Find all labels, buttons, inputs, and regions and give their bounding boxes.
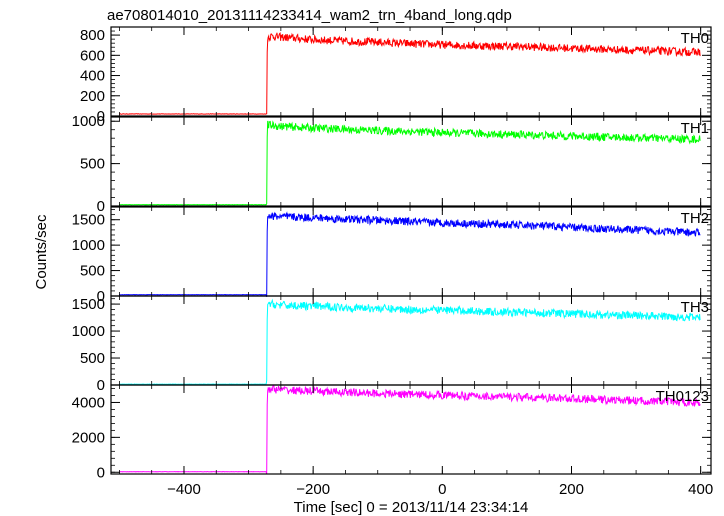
- chart-title: ae708014010_20131114233414_wam2_trn_4ban…: [107, 7, 512, 24]
- series-line-th1: [119, 120, 701, 206]
- y-tick-label: 4000: [72, 394, 105, 411]
- y-tick-label: 0: [97, 198, 105, 215]
- series-label-th1: TH1: [681, 120, 709, 137]
- panel-group: 0 200 400 600 800 TH0 0 500 1000 TH1 0 500 1000 1500 T…: [72, 26, 713, 498]
- panel-th3: 0 500 1000 1500 TH3: [72, 295, 712, 394]
- x-tick-label: −400: [167, 481, 201, 498]
- x-tick-label: −200: [296, 481, 330, 498]
- panel-th0: 0 200 400 600 800 TH0: [80, 26, 712, 125]
- panel-th2: 0 500 1000 1500 TH2: [72, 206, 712, 305]
- panel-frame: [110, 116, 712, 207]
- panel-th1: 0 500 1000 TH1: [72, 113, 712, 215]
- y-tick-label: 2000: [72, 429, 105, 446]
- y-tick-label: 500: [80, 156, 105, 173]
- series-label-th2: TH2: [681, 210, 709, 227]
- series-label-th3: TH3: [681, 299, 709, 316]
- y-tick-label: 0: [97, 464, 105, 481]
- y-tick-label: 800: [80, 27, 105, 44]
- y-tick-label: 1000: [72, 323, 105, 340]
- y-tick-label: 0: [97, 288, 105, 305]
- x-tick-label: 200: [559, 481, 584, 498]
- series-label-th0: TH0: [681, 30, 709, 47]
- y-tick-label: 500: [80, 263, 105, 280]
- x-tick-label: 0: [438, 481, 446, 498]
- series-line-th0123: [119, 384, 701, 475]
- y-tick-label: 400: [80, 68, 105, 85]
- y-tick-label: 600: [80, 47, 105, 64]
- y-tick-label: 1000: [72, 237, 105, 254]
- panel-frame: [110, 26, 712, 117]
- series-label-th0123: TH0123: [656, 388, 709, 405]
- y-tick-label: 0: [97, 108, 105, 125]
- y-tick-label: 200: [80, 88, 105, 105]
- y-tick-label: 0: [97, 377, 105, 394]
- panel-frame: [110, 384, 712, 475]
- panel-th0123: 0 2000 4000 TH0123: [72, 384, 712, 481]
- series-line-th0: [119, 32, 701, 115]
- y-tick-label: 1500: [72, 212, 105, 229]
- y-tick-label: 1000: [72, 113, 105, 130]
- series-line-th2: [119, 211, 701, 297]
- y-tick-label: 500: [80, 350, 105, 367]
- x-axis-label: Time [sec] 0 = 2013/11/14 23:34:14: [294, 499, 529, 516]
- y-tick-label: 1500: [72, 296, 105, 313]
- series-line-th3: [119, 298, 701, 386]
- x-tick-label: 400: [688, 481, 713, 498]
- y-axis-label: Counts/sec: [33, 214, 50, 290]
